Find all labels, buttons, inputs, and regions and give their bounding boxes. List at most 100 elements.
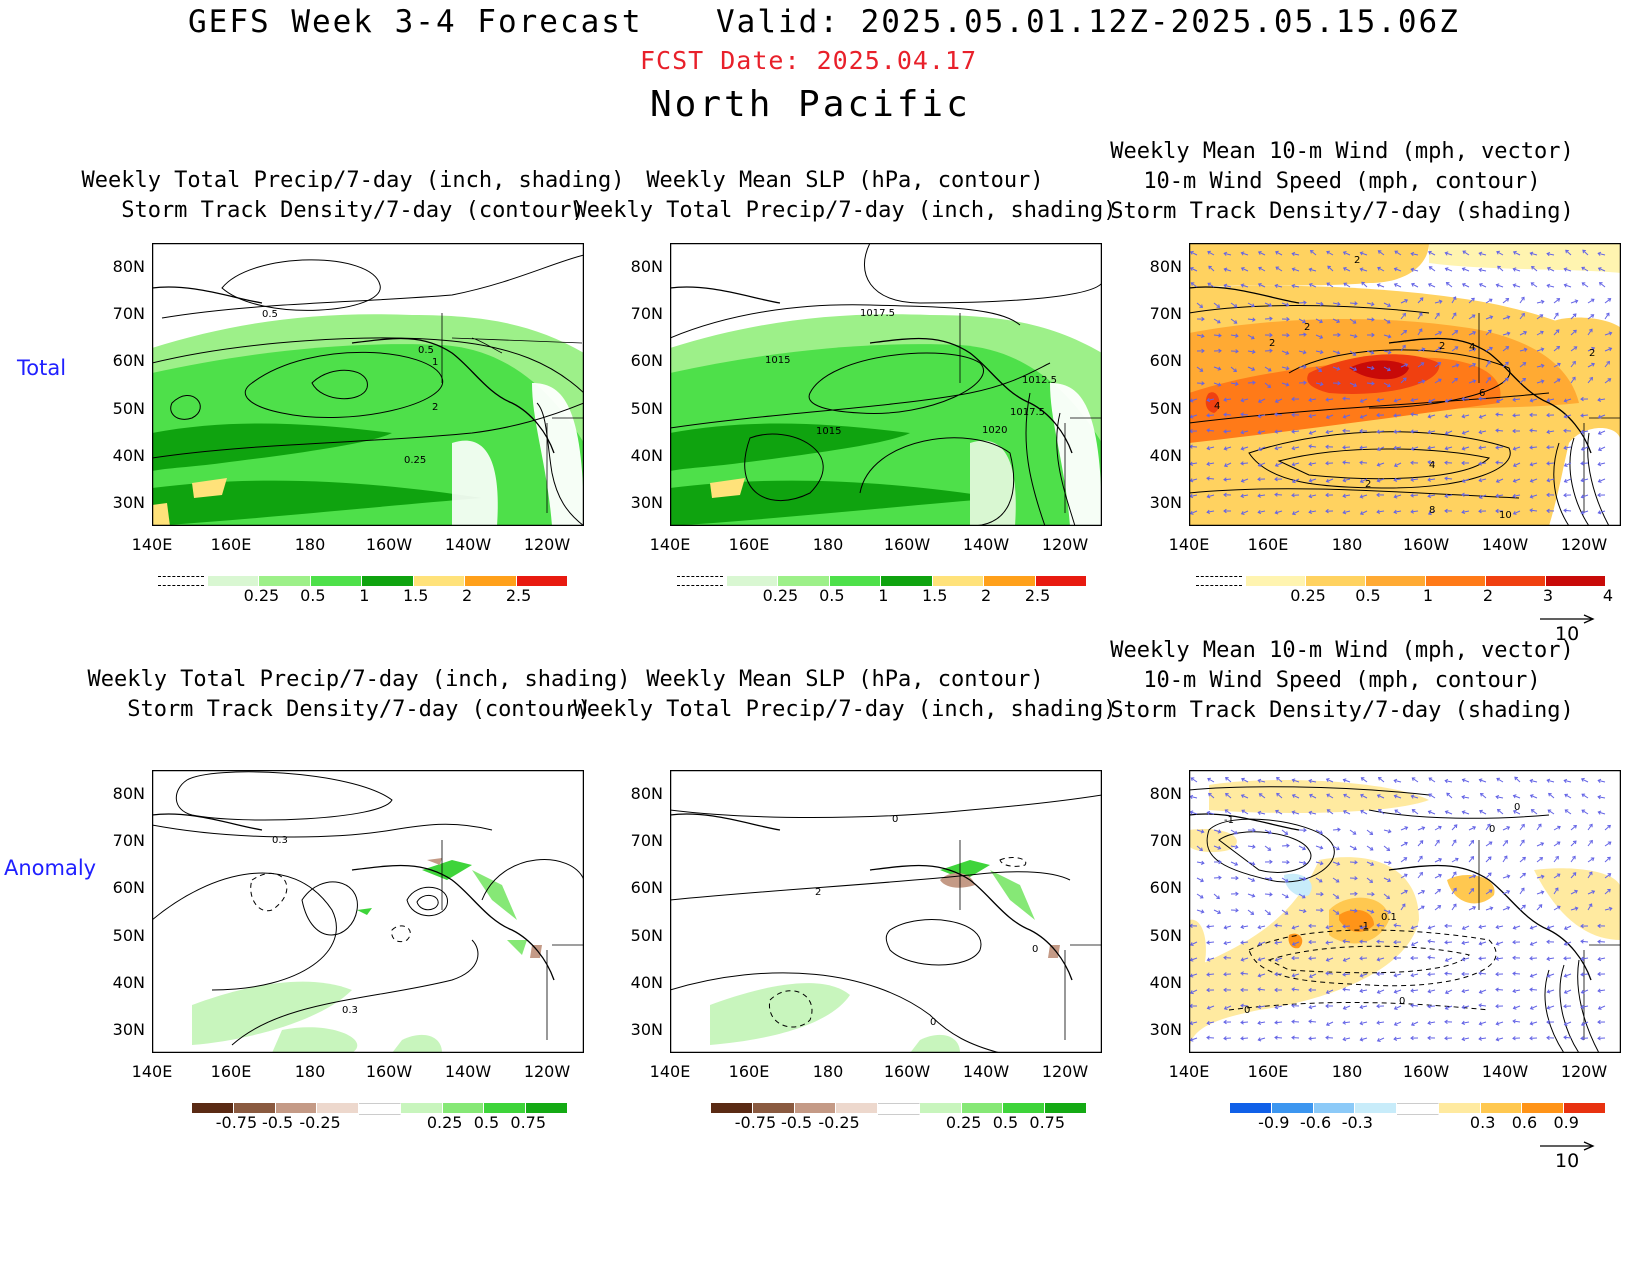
- wind-vector-head: [1608, 331, 1613, 336]
- wind-vector: [1495, 446, 1504, 449]
- longitude-label: 160E: [210, 535, 252, 554]
- wind-vector-head: [1512, 1019, 1516, 1024]
- wind-vector-head: [1257, 509, 1262, 515]
- wind-vector: [1563, 509, 1572, 512]
- wind-vector: [1411, 510, 1419, 513]
- wind-vector-head: [1376, 397, 1381, 403]
- wind-vector-head: [1393, 955, 1397, 961]
- wind-vector-head: [1506, 826, 1511, 830]
- contour-label: 1012.5: [1022, 375, 1057, 386]
- wind-vector-head: [1371, 332, 1375, 338]
- wind-vector-head: [1200, 829, 1205, 834]
- wind-vector-head: [1359, 428, 1363, 434]
- wind-vector-head: [1303, 828, 1307, 833]
- wind-vector: [1462, 478, 1470, 483]
- wind-vector-head: [1554, 887, 1559, 892]
- colorbar-swatch: [465, 576, 517, 586]
- wind-vector-head: [1512, 267, 1517, 272]
- wind-vector-head: [1486, 360, 1491, 365]
- colorbar-tick-label: -0.3: [1341, 1113, 1373, 1132]
- wind-vector-head: [1597, 430, 1602, 435]
- wind-vector-head: [1376, 989, 1381, 994]
- wind-vector: [1428, 940, 1436, 943]
- wind-vector: [1513, 989, 1521, 992]
- wind-vector-head: [1546, 266, 1551, 271]
- longitude-label: 140E: [1168, 535, 1210, 554]
- wind-vector-head: [1318, 368, 1323, 373]
- wind-vector-head: [1376, 447, 1381, 451]
- wind-vector-head: [1597, 956, 1602, 962]
- wind-vector-head: [1529, 398, 1534, 403]
- wind-vector: [1513, 1005, 1521, 1009]
- wind-vector-head: [1444, 267, 1449, 272]
- wind-vector-head: [1410, 955, 1414, 961]
- wind-vector-head: [1512, 955, 1516, 960]
- wind-vector-head: [1495, 941, 1500, 946]
- wind-vector: [1468, 856, 1474, 863]
- wind-vector: [1298, 877, 1306, 880]
- wind-vector: [1291, 1037, 1300, 1039]
- wind-vector-head: [1189, 810, 1194, 815]
- wind-vector: [1530, 973, 1538, 977]
- wind-vector-head: [1428, 266, 1433, 270]
- wind-vector-head: [1376, 283, 1381, 288]
- wind-vector: [1451, 296, 1457, 304]
- wind-vector-head: [1336, 861, 1341, 866]
- wind-vector: [1444, 972, 1453, 975]
- colorbar-swatch: [711, 1103, 753, 1113]
- wind-vector-head: [1478, 956, 1482, 961]
- wind-vector-head: [1207, 250, 1211, 255]
- wind-vector: [1241, 398, 1249, 402]
- wind-vector-head: [1461, 283, 1466, 287]
- wind-vector: [1377, 284, 1385, 288]
- wind-vector: [1497, 809, 1504, 815]
- wind-vector: [1326, 251, 1334, 256]
- wind-vector-head: [1461, 957, 1466, 962]
- wind-vector-head: [1546, 429, 1551, 435]
- wind-vector: [1383, 350, 1391, 354]
- wind-vector-head: [1427, 477, 1431, 482]
- wind-vector: [1587, 328, 1593, 336]
- colorbar-tick-label: 0.5: [819, 586, 845, 605]
- wind-vector: [1462, 941, 1470, 944]
- wind-vector-head: [1393, 1036, 1398, 1041]
- wind-vector: [1519, 297, 1525, 304]
- wind-vector: [1360, 510, 1368, 515]
- wind-vector-head: [1597, 988, 1601, 993]
- wind-vector-head: [1258, 266, 1262, 271]
- wind-vector-head: [1376, 429, 1380, 434]
- wind-vector-head: [1529, 412, 1533, 418]
- wind-vector: [1190, 811, 1198, 815]
- wind-vector: [1343, 494, 1351, 497]
- colorbar-dash-marker: [1196, 576, 1242, 586]
- wind-vector: [1412, 777, 1419, 783]
- contour-label: 1: [432, 357, 438, 368]
- wind-vector: [1361, 281, 1368, 288]
- contour-label: 0: [892, 814, 898, 825]
- wind-vector-head: [1371, 381, 1375, 386]
- wind-vector-head: [1235, 349, 1239, 354]
- wind-vector: [1587, 840, 1593, 847]
- wind-vector-head: [1257, 399, 1262, 403]
- wind-vector: [1377, 1021, 1385, 1024]
- wind-vector: [1360, 252, 1368, 256]
- wind-vector: [1468, 875, 1476, 879]
- contour-label: 1017.5: [860, 308, 895, 319]
- wind-vector-head: [1353, 334, 1358, 339]
- wind-vector: [1309, 794, 1317, 799]
- wind-vector: [1604, 312, 1610, 320]
- wind-vector-head: [1580, 777, 1585, 782]
- wind-vector-head: [1555, 855, 1559, 860]
- wind-vector: [1190, 957, 1198, 961]
- wind-vector-head: [1522, 362, 1527, 366]
- wind-vector-head: [1291, 429, 1295, 434]
- wind-vector: [1247, 893, 1255, 897]
- wind-vector-head: [1285, 894, 1289, 899]
- wind-vector-head: [1359, 479, 1364, 483]
- wind-vector-head: [1274, 492, 1278, 497]
- wind-vector-head: [1326, 250, 1330, 255]
- wind-vector-head: [1369, 831, 1374, 835]
- wind-vector-head: [1337, 827, 1341, 832]
- wind-vector-head: [1359, 988, 1364, 993]
- wind-vector: [1258, 430, 1266, 434]
